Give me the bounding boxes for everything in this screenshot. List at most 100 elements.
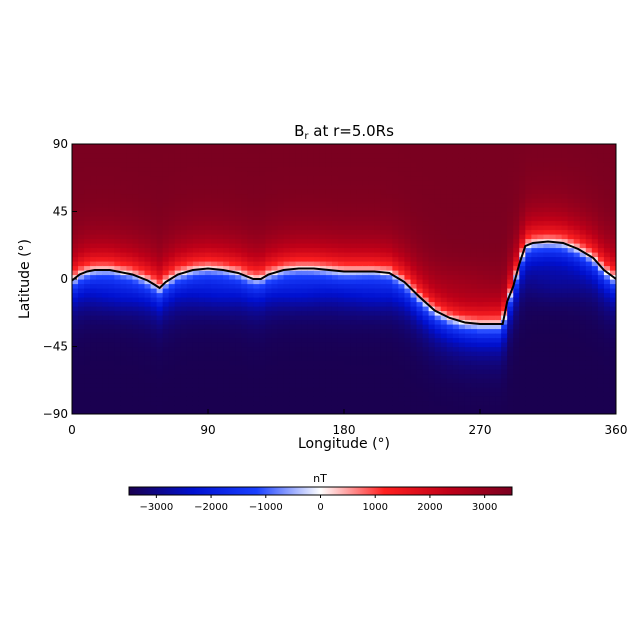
heatmap-cell [144, 369, 152, 375]
heatmap-cell [156, 328, 164, 334]
heatmap-cell [241, 378, 248, 384]
heatmap-cell [344, 315, 351, 321]
heatmap-cell [464, 310, 472, 316]
heatmap-cell [434, 391, 442, 397]
heatmap-cell [380, 175, 387, 181]
heatmap-cell [289, 337, 297, 343]
heatmap-cell [404, 148, 412, 154]
heatmap-cell [138, 256, 146, 262]
heatmap-cell [356, 328, 363, 334]
heatmap-cell [337, 202, 345, 208]
heatmap-cell [416, 346, 424, 352]
heatmap-cell [150, 346, 158, 352]
heatmap-cell [549, 360, 557, 366]
heatmap-cell [204, 387, 212, 393]
heatmap-cell [198, 283, 206, 289]
heatmap-cell [543, 346, 551, 352]
heatmap-cell [325, 315, 333, 321]
heatmap-cell [380, 328, 387, 334]
heatmap-cell [223, 319, 230, 325]
heatmap-cell [501, 189, 508, 195]
heatmap-cell [271, 153, 279, 159]
heatmap-cell [537, 310, 545, 316]
heatmap-cell [84, 360, 91, 366]
heatmap-cell [223, 166, 230, 172]
heatmap-cell [174, 396, 182, 402]
heatmap-cell [198, 243, 206, 249]
heatmap-cell [476, 346, 484, 352]
heatmap-cell [241, 364, 248, 370]
heatmap-cell [398, 211, 406, 217]
heatmap-cell [138, 234, 146, 240]
heatmap-cell [259, 207, 267, 213]
heatmap-cell [162, 175, 170, 181]
heatmap-cell [144, 207, 152, 213]
heatmap-cell [217, 328, 224, 334]
heatmap-cell [253, 202, 260, 208]
heatmap-cell [495, 387, 502, 393]
heatmap-cell [325, 225, 333, 231]
heatmap-cell [180, 193, 188, 199]
heatmap-cell [84, 184, 91, 190]
heatmap-cell [90, 184, 97, 190]
heatmap-cell [289, 229, 297, 235]
heatmap-cell [344, 310, 351, 316]
heatmap-cell [543, 220, 551, 226]
heatmap-cell [344, 234, 351, 240]
heatmap-cell [313, 292, 321, 298]
heatmap-cell [90, 243, 97, 249]
heatmap-cell [325, 396, 333, 402]
heatmap-cell [356, 225, 363, 231]
heatmap-cell [235, 243, 242, 249]
heatmap-cell [555, 216, 563, 222]
heatmap-cell [337, 189, 345, 195]
heatmap-cell [156, 333, 164, 339]
heatmap-cell [307, 337, 315, 343]
heatmap-cell [561, 171, 569, 177]
heatmap-cell [114, 310, 121, 316]
heatmap-cell [295, 319, 303, 325]
heatmap-cell [132, 274, 140, 280]
heatmap-cell [337, 175, 345, 181]
heatmap-cell [168, 243, 176, 249]
heatmap-cell [186, 288, 194, 294]
heatmap-cell [398, 144, 406, 150]
heatmap-cell [108, 265, 115, 271]
heatmap-cell [78, 396, 85, 402]
heatmap-cell [289, 193, 297, 199]
heatmap-cell [198, 310, 206, 316]
heatmap-cell [132, 387, 140, 393]
heatmap-cell [126, 265, 134, 271]
heatmap-cell [108, 396, 115, 402]
heatmap-cell [180, 288, 188, 294]
heatmap-cell [410, 261, 418, 267]
heatmap-cell [404, 378, 412, 384]
heatmap-cell [102, 220, 109, 226]
heatmap-cell [192, 382, 200, 388]
heatmap-cell [507, 382, 514, 388]
heatmap-cell [325, 283, 333, 289]
heatmap-cell [489, 382, 496, 388]
heatmap-cell [525, 144, 532, 150]
heatmap-cell [168, 346, 176, 352]
heatmap-cell [192, 387, 200, 393]
heatmap-cell [356, 234, 363, 240]
heatmap-cell [368, 148, 375, 154]
heatmap-cell [301, 306, 309, 312]
heatmap-cell [374, 247, 381, 253]
heatmap-cell [84, 229, 91, 235]
heatmap-cell [501, 193, 508, 199]
heatmap-cell [96, 310, 103, 316]
heatmap-cell [120, 310, 127, 316]
heatmap-cell [392, 346, 399, 352]
heatmap-cell [78, 324, 85, 330]
heatmap-cell [331, 256, 339, 262]
heatmap-cell [507, 283, 514, 289]
heatmap-cell [331, 207, 339, 213]
heatmap-cell [404, 373, 412, 379]
heatmap-cell [325, 279, 333, 285]
heatmap-cell [362, 369, 369, 375]
heatmap-cell [525, 400, 532, 406]
heatmap-cell [483, 391, 490, 397]
heatmap-cell [422, 247, 430, 253]
